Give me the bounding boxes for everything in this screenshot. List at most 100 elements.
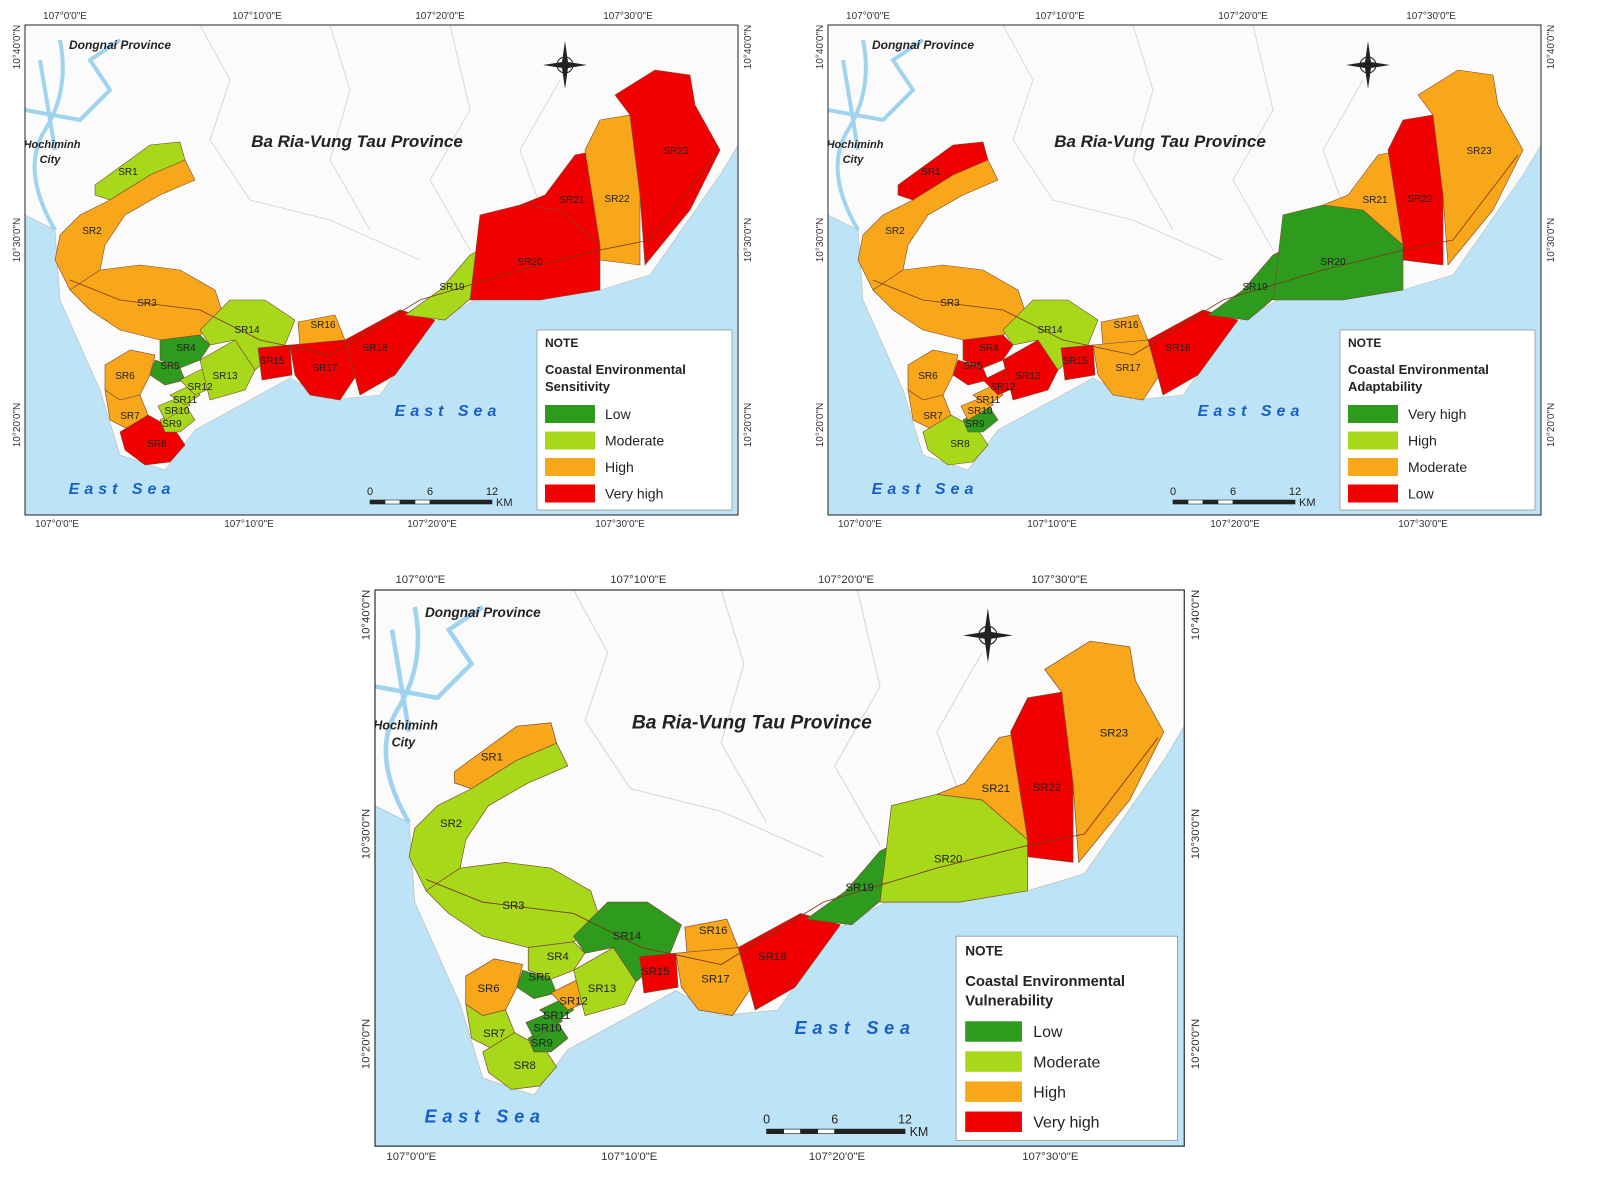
scale-segment: [384, 499, 401, 505]
region: [1387, 114, 1444, 266]
coord-label: 107°20'0"E: [818, 574, 875, 586]
coord-label: 107°30'0"E: [1031, 574, 1088, 586]
legend: NOTE Coastal Environmental Adaptability Ver…: [1339, 329, 1536, 511]
boundary: [199, 25, 251, 201]
legend-swatch: [965, 1021, 1022, 1042]
river: [389, 629, 412, 733]
region-label: SR7: [483, 1028, 505, 1040]
region-label: SR3: [940, 298, 960, 309]
region: [1060, 344, 1096, 381]
compass-ring: [1359, 56, 1377, 74]
place-label: Hochiminh: [827, 139, 884, 151]
region-label: SR5: [963, 361, 983, 372]
region-label: SR3: [502, 900, 524, 912]
region-label: SR17: [312, 363, 337, 374]
legend-label: Very high: [605, 486, 663, 502]
region: [614, 69, 721, 266]
region-label: SR10: [533, 1023, 561, 1035]
boundary: [519, 79, 561, 206]
coord-label: 107°30'0"E: [1398, 519, 1448, 530]
map-frame: [24, 24, 739, 516]
scale-segment: [369, 499, 386, 505]
region-label: SR18: [758, 951, 786, 963]
legend-title: Coastal Environmental: [1348, 362, 1489, 377]
road: [69, 154, 716, 356]
region-label: SR4: [176, 343, 196, 354]
scale-label: 6: [427, 486, 433, 498]
region-label: SR8: [950, 439, 970, 450]
legend-swatch: [545, 405, 595, 423]
region-label: SR5: [529, 971, 551, 983]
coord-label: 107°20'0"E: [1218, 11, 1268, 22]
map-panel: SR1SR2SR3SR4SR5SR6SR7SR8SR9SR10SR11SR12S…: [360, 574, 1202, 1163]
coord-label: 10°20'0"N: [743, 403, 754, 448]
region-label: SR5: [160, 361, 180, 372]
region-label: SR9: [531, 1037, 553, 1049]
coord-label: 107°20'0"E: [415, 11, 465, 22]
scale-segment: [766, 1128, 784, 1135]
region-label: SR23: [1100, 727, 1128, 739]
legend-box: [955, 935, 1178, 1141]
region: [639, 952, 679, 994]
region-label: SR14: [613, 931, 641, 943]
boundary: [630, 788, 824, 858]
region: [1147, 309, 1239, 396]
scale-label: 0: [1170, 486, 1176, 498]
coord-label: 107°0'0"E: [386, 1151, 436, 1163]
map-body: SR1SR2SR3SR4SR5SR6SR7SR8SR9SR10SR11SR12S…: [374, 589, 1185, 1147]
scale-unit: KM: [910, 1125, 929, 1139]
region-label: SR14: [234, 325, 259, 336]
legend-swatch: [1348, 484, 1398, 503]
region-label: SR6: [115, 371, 135, 382]
region-label: SR16: [1113, 320, 1138, 331]
legend-title: Sensitivity: [545, 379, 611, 394]
scale-label: 12: [486, 486, 498, 498]
boundary: [329, 25, 371, 231]
region-label: SR2: [885, 226, 905, 237]
sea-label: East Sea: [395, 403, 502, 420]
river: [828, 38, 925, 123]
legend-label: Moderate: [1033, 1054, 1100, 1071]
region-label: SR2: [82, 226, 102, 237]
coord-label: 107°30'0"E: [1022, 1151, 1079, 1163]
legend-label: Low: [1033, 1024, 1063, 1041]
legend-note: NOTE: [965, 943, 1003, 958]
region-label: SR9: [965, 419, 985, 430]
coord-label: 10°40'0"N: [1190, 590, 1202, 640]
scale-segment: [1172, 499, 1189, 505]
region-label: SR19: [845, 882, 873, 894]
legend-swatch: [1348, 458, 1398, 476]
legend-label: High: [1033, 1084, 1066, 1101]
region-label: SR8: [514, 1060, 536, 1072]
coord-label: 10°20'0"N: [815, 403, 826, 448]
region-label: SR22: [604, 194, 629, 205]
road: [425, 737, 1159, 966]
map-panel: SR1SR2SR3SR4SR5SR6SR7SR8SR9SR10SR11SR12S…: [815, 11, 1557, 530]
region: [257, 344, 293, 381]
place-label: Ba Ria-Vung Tau Province: [1054, 132, 1266, 151]
coord-label: 107°0'0"E: [35, 519, 79, 530]
boundary: [834, 589, 881, 846]
scale-label: 0: [763, 1112, 770, 1126]
scale-segment: [783, 1128, 801, 1135]
coord-label: 107°10'0"E: [232, 11, 282, 22]
coord-label: 10°30'0"N: [1546, 218, 1557, 263]
region-label: SR23: [663, 146, 688, 157]
coord-label: 107°10'0"E: [601, 1151, 658, 1163]
coord-label: 107°20'0"E: [809, 1151, 866, 1163]
compass: [543, 41, 587, 89]
region-label: SR22: [1033, 782, 1061, 794]
region-label: SR4: [547, 951, 569, 963]
scale-label: 12: [898, 1112, 912, 1126]
legend-title: Coastal Environmental: [545, 362, 686, 377]
scale-segment: [1217, 499, 1234, 505]
river: [374, 605, 485, 701]
coord-label: 107°30'0"E: [595, 519, 645, 530]
region-label: SR11: [976, 395, 1001, 406]
compass-star: [962, 608, 1013, 663]
coord-label: 107°0'0"E: [43, 11, 87, 22]
region-label: SR21: [559, 195, 584, 206]
